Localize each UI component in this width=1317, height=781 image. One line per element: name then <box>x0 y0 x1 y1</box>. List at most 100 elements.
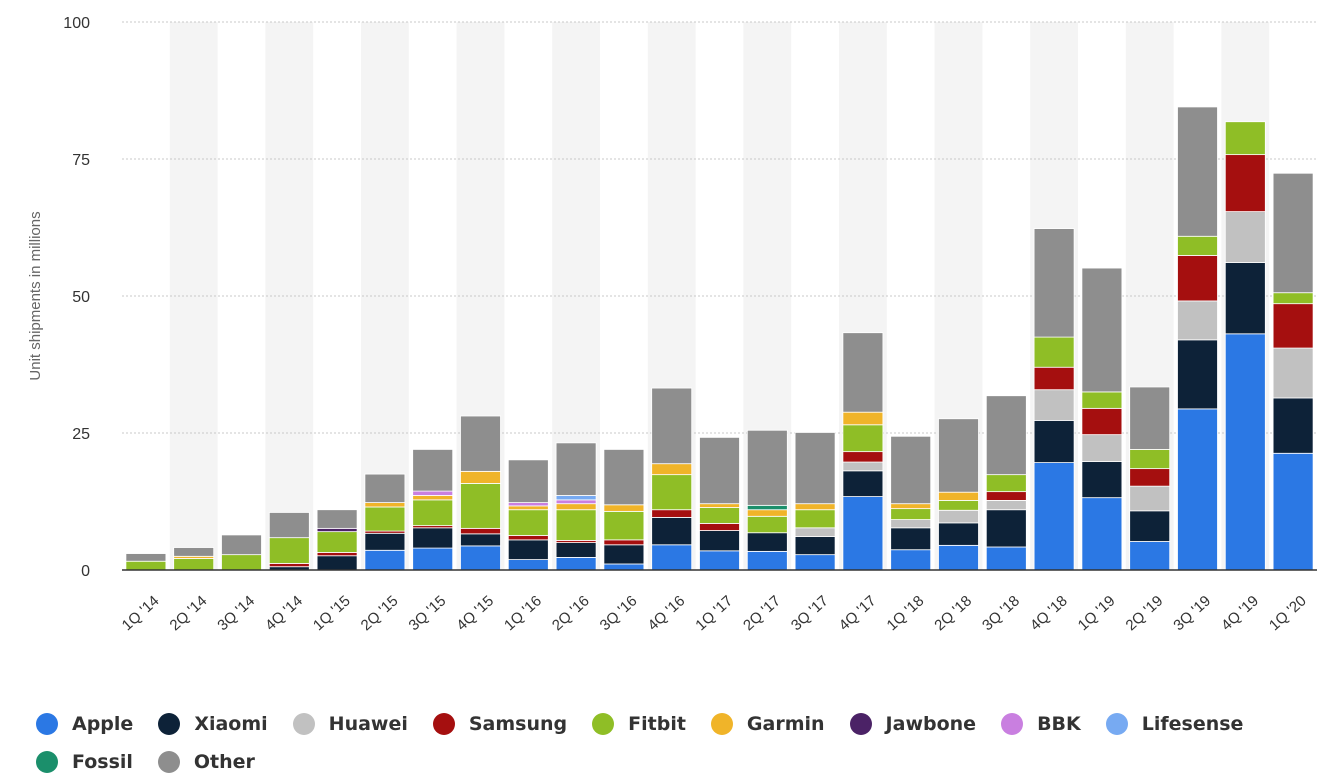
legend-item-fitbit[interactable]: Fitbit <box>592 713 686 735</box>
bar-segment-fitbit <box>1177 235 1218 256</box>
legend-label: Samsung <box>468 713 568 735</box>
bar-segment-other <box>1272 172 1314 294</box>
bar-segment-fitbit <box>460 483 501 529</box>
y-axis-label: Unit shipments in millions <box>27 211 44 380</box>
bar-segment-apple <box>1272 452 1314 571</box>
bar-segment-garmin <box>890 503 932 510</box>
bar-segment-huawei <box>890 519 932 529</box>
bar-segment-huawei <box>985 500 1027 511</box>
x-tick-label: 1Q '20 <box>1266 592 1310 634</box>
legend-item-bbk[interactable]: BBK <box>1001 713 1081 735</box>
bar-segment-other <box>125 553 167 562</box>
x-tick-label: 1Q '15 <box>310 592 354 634</box>
bar-segment-fitbit <box>555 509 597 541</box>
bar-segment-apple <box>651 544 693 571</box>
legend-label: Huawei <box>328 713 408 735</box>
legend: Apple Xiaomi Huawei Samsung Fitbit Garmin Jawb… <box>36 705 1306 781</box>
x-tick-label: 1Q '17 <box>692 592 736 634</box>
bar-segment-fitbit <box>651 474 693 511</box>
bar-segment-xiaomi <box>890 527 932 551</box>
bar-segment-huawei <box>1177 300 1218 341</box>
bar-segment-fitbit <box>221 554 262 571</box>
bar-segment-fitbit <box>412 499 454 527</box>
bar-segment-apple <box>460 545 501 571</box>
bar-segment-fitbit <box>507 509 549 536</box>
legend-label: Apple <box>72 713 134 735</box>
legend-item-xiaomi[interactable]: Xiaomi <box>158 713 268 735</box>
bar-segment-fitbit <box>268 537 310 564</box>
bar-segment-huawei <box>1081 434 1123 462</box>
legend-item-lifesense[interactable]: Lifesense <box>1105 713 1243 735</box>
bar-segment-samsung <box>316 552 358 557</box>
background-band <box>169 22 218 570</box>
bar-segment-garmin <box>603 504 645 512</box>
x-tick-label: 1Q '19 <box>1075 592 1119 634</box>
bar-segment-fitbit <box>1081 391 1123 409</box>
chart-area: 0 25 50 75 100 1Q '14 2Q '14 3Q '14 4Q '14 1Q '1… <box>27 15 1317 634</box>
legend-row: Apple Xiaomi Huawei Samsung Fitbit Garmin Jawb… <box>36 705 1306 743</box>
x-tick-label: 4Q '17 <box>836 592 880 634</box>
bar-segment-samsung <box>842 451 884 463</box>
bar-segment-fitbit <box>364 506 406 532</box>
x-tick-label: 4Q '18 <box>1027 592 1071 634</box>
legend-item-jawbone[interactable]: Jawbone <box>849 713 977 735</box>
legend-item-huawei[interactable]: Huawei <box>292 713 408 735</box>
bar-segment-garmin <box>412 495 454 501</box>
bar-segment-other <box>1177 106 1218 237</box>
bar-segment-other <box>507 459 549 503</box>
bar-segment-other <box>842 332 884 413</box>
legend-swatch <box>849 713 872 735</box>
bar-segment-other <box>412 449 454 492</box>
bar-segment-xiaomi <box>651 516 693 546</box>
bar-segment-apple <box>842 496 884 571</box>
bar-segment-xiaomi <box>460 533 501 547</box>
bar-segment-xiaomi <box>364 532 406 551</box>
x-tick-label: 4Q '14 <box>262 592 306 634</box>
y-tick-label: 50 <box>72 289 90 306</box>
bar-segment-xiaomi <box>507 539 549 560</box>
bar-segment-samsung <box>1272 303 1314 349</box>
bar-segment-samsung <box>1224 154 1266 213</box>
bar-segment-other <box>364 473 406 503</box>
bar-segment-samsung <box>603 539 645 546</box>
bar-segment-apple <box>1177 408 1218 571</box>
bar-segment-xiaomi <box>316 555 358 571</box>
legend-item-other[interactable]: Other <box>157 751 255 773</box>
bar-segment-xiaomi <box>842 470 884 497</box>
legend-item-samsung[interactable]: Samsung <box>432 713 568 735</box>
bar-segment-garmin <box>699 503 740 508</box>
bar-segment-other <box>316 509 358 529</box>
bar-segment-bbk <box>507 502 549 507</box>
x-tick-label: 2Q '14 <box>167 592 211 634</box>
legend-label: Other <box>193 751 255 773</box>
legend-label: Fossil <box>72 751 133 773</box>
bar-segment-other <box>699 436 740 505</box>
bar-segment-jawbone <box>316 527 358 533</box>
legend-item-apple[interactable]: Apple <box>36 713 133 735</box>
legend-label: Xiaomi <box>194 713 268 735</box>
x-tick-label: 1Q '18 <box>884 592 928 634</box>
bar-segment-other <box>173 547 215 557</box>
bar-segment-samsung <box>460 527 501 535</box>
bar-segment-huawei <box>1272 347 1314 399</box>
bar-segment-samsung <box>507 535 549 541</box>
bar-segment-xiaomi <box>1224 262 1266 335</box>
x-tick-label: 4Q '19 <box>1218 592 1262 634</box>
bar-segment-xiaomi <box>1129 510 1171 542</box>
background-band <box>265 22 314 570</box>
bar-segment-samsung <box>268 563 310 568</box>
bar-segment-garmin <box>794 503 836 511</box>
legend-item-garmin[interactable]: Garmin <box>710 713 825 735</box>
bar-segment-other <box>890 435 932 505</box>
bar-segment-huawei <box>1129 485 1171 512</box>
bar-segment-apple <box>985 546 1027 571</box>
legend-swatch <box>292 713 315 735</box>
x-tick-label: 3Q '17 <box>788 592 832 634</box>
bar-segment-garmin <box>507 505 549 511</box>
legend-item-fossil[interactable]: Fossil <box>36 751 133 773</box>
bars <box>125 106 1314 571</box>
legend-swatch <box>710 713 733 735</box>
legend-label: Jawbone <box>885 713 977 735</box>
bar-segment-apple <box>699 550 740 571</box>
